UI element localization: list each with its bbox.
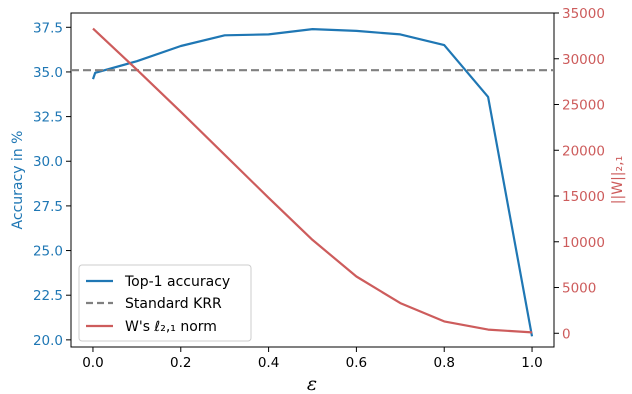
legend-label-krr: Standard KRR [125, 296, 222, 312]
left-tick-label: 27.5 [33, 199, 63, 215]
x-axis-title: ε [307, 373, 317, 394]
right-tick-label: 0 [562, 326, 571, 342]
left-tick-label: 35.0 [33, 65, 63, 81]
left-tick-label: 32.5 [33, 110, 63, 126]
legend-label-norm: W's ℓ₂,₁ norm [125, 319, 217, 335]
right-tick-label: 30000 [562, 52, 605, 68]
x-tick-label: 0.4 [258, 355, 279, 371]
legend: Top-1 accuracy Standard KRR W's ℓ₂,₁ nor… [78, 264, 252, 342]
x-tick-label: 1.0 [521, 355, 542, 371]
right-tick-label: 25000 [562, 98, 605, 114]
left-tick-label: 25.0 [33, 244, 63, 260]
legend-box [78, 264, 252, 342]
series-line-2 [92, 27, 533, 334]
left-tick-label: 20.0 [33, 333, 63, 349]
x-tick-label: 0.0 [82, 355, 103, 371]
x-tick-label: 0.8 [433, 355, 454, 371]
right-axis-title: ||W||₂,₁ [610, 156, 626, 204]
right-tick-label: 15000 [562, 189, 605, 205]
legend-label-top1: Top-1 accuracy [124, 274, 230, 290]
x-tick-label: 0.2 [170, 355, 191, 371]
left-tick-label: 22.5 [33, 288, 63, 304]
left-tick-label: 37.5 [33, 20, 63, 36]
right-tick-label: 35000 [562, 6, 605, 22]
series-layer [71, 27, 554, 337]
x-tick-label: 0.6 [346, 355, 367, 371]
right-tick-label: 20000 [562, 143, 605, 159]
left-axis-title: Accuracy in % [10, 131, 26, 230]
left-tick-label: 30.0 [33, 154, 63, 170]
right-tick-label: 10000 [562, 235, 605, 251]
axes-layer: 0.0 0.2 0.4 0.6 0.8 1.0 20.0 22.5 25.0 27.5 30.0 32… [33, 6, 605, 371]
right-tick-label: 5000 [562, 281, 596, 297]
